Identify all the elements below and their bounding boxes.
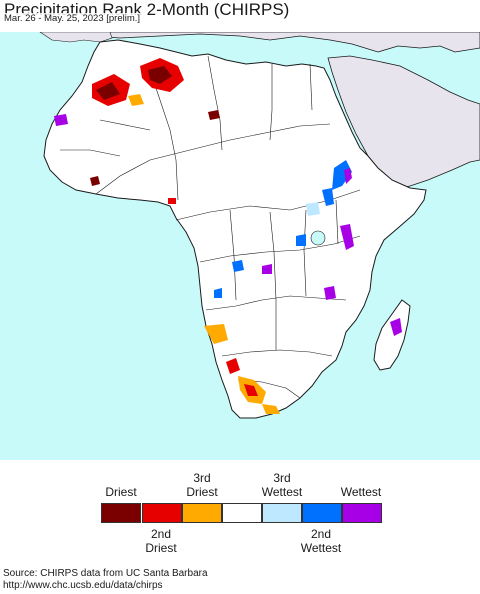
legend-label-2nd-wettest-line1: 2nd bbox=[310, 527, 332, 541]
legend-label-driest-text: Driest bbox=[105, 485, 137, 499]
legend-label-3rd-driest-line1: 3rd bbox=[193, 471, 211, 485]
legend-swatch-driest bbox=[101, 503, 141, 523]
legend-label-3rd-wettest-line1: 3rd bbox=[273, 471, 291, 485]
wet-anomalies bbox=[54, 114, 402, 336]
source-credit: Source: CHIRPS data from UC Santa Barbar… bbox=[3, 568, 208, 592]
dry-anomalies bbox=[90, 58, 280, 414]
legend-label-3rd-driest: 3rd Driest bbox=[186, 471, 217, 499]
legend-swatch-wettest bbox=[342, 503, 382, 523]
africa-landmass bbox=[43, 39, 427, 419]
legend-label-2nd-driest-line1: 2nd bbox=[150, 527, 172, 541]
arabian-peninsula bbox=[327, 55, 480, 191]
legend-label-2nd-driest: 2nd Driest bbox=[145, 527, 176, 555]
map-frame bbox=[0, 32, 480, 460]
source-credit-line1: Source: CHIRPS data from UC Santa Barbar… bbox=[3, 568, 208, 579]
legend-swatch-3rd-wettest bbox=[262, 503, 302, 523]
source-url[interactable]: http://www.chc.ucsb.edu/data/chirps bbox=[3, 580, 163, 591]
country-borders bbox=[60, 55, 361, 399]
madagascar bbox=[373, 299, 411, 371]
legend-swatch-3rd-driest bbox=[182, 503, 222, 523]
legend: Driest 3rd Driest 3rd Wettest Wettest 2n… bbox=[0, 460, 480, 565]
iberia-and-mediterranean-shores bbox=[39, 32, 113, 43]
legend-label-3rd-wettest: 3rd Wettest bbox=[262, 471, 302, 499]
legend-swatch-2nd-wettest bbox=[302, 503, 342, 523]
legend-label-3rd-wettest-line2: Wettest bbox=[261, 485, 303, 499]
legend-label-wettest-text: Wettest bbox=[340, 485, 382, 499]
legend-label-driest: Driest bbox=[105, 485, 136, 499]
africa-map bbox=[0, 32, 480, 460]
legend-label-wettest: Wettest bbox=[341, 485, 381, 499]
legend-swatch-normal bbox=[222, 503, 262, 523]
date-range-subtitle: Mar. 26 - May. 25, 2023 [prelim.] bbox=[4, 13, 143, 25]
legend-label-2nd-driest-line2: Driest bbox=[145, 541, 177, 555]
legend-label-2nd-wettest-line2: Wettest bbox=[300, 541, 342, 555]
legend-label-2nd-wettest: 2nd Wettest bbox=[301, 527, 341, 555]
legend-label-3rd-driest-line2: Driest bbox=[186, 485, 218, 499]
lake-victoria bbox=[310, 230, 326, 246]
europe-landmass bbox=[59, 32, 480, 53]
legend-swatch-2nd-driest bbox=[142, 503, 182, 523]
